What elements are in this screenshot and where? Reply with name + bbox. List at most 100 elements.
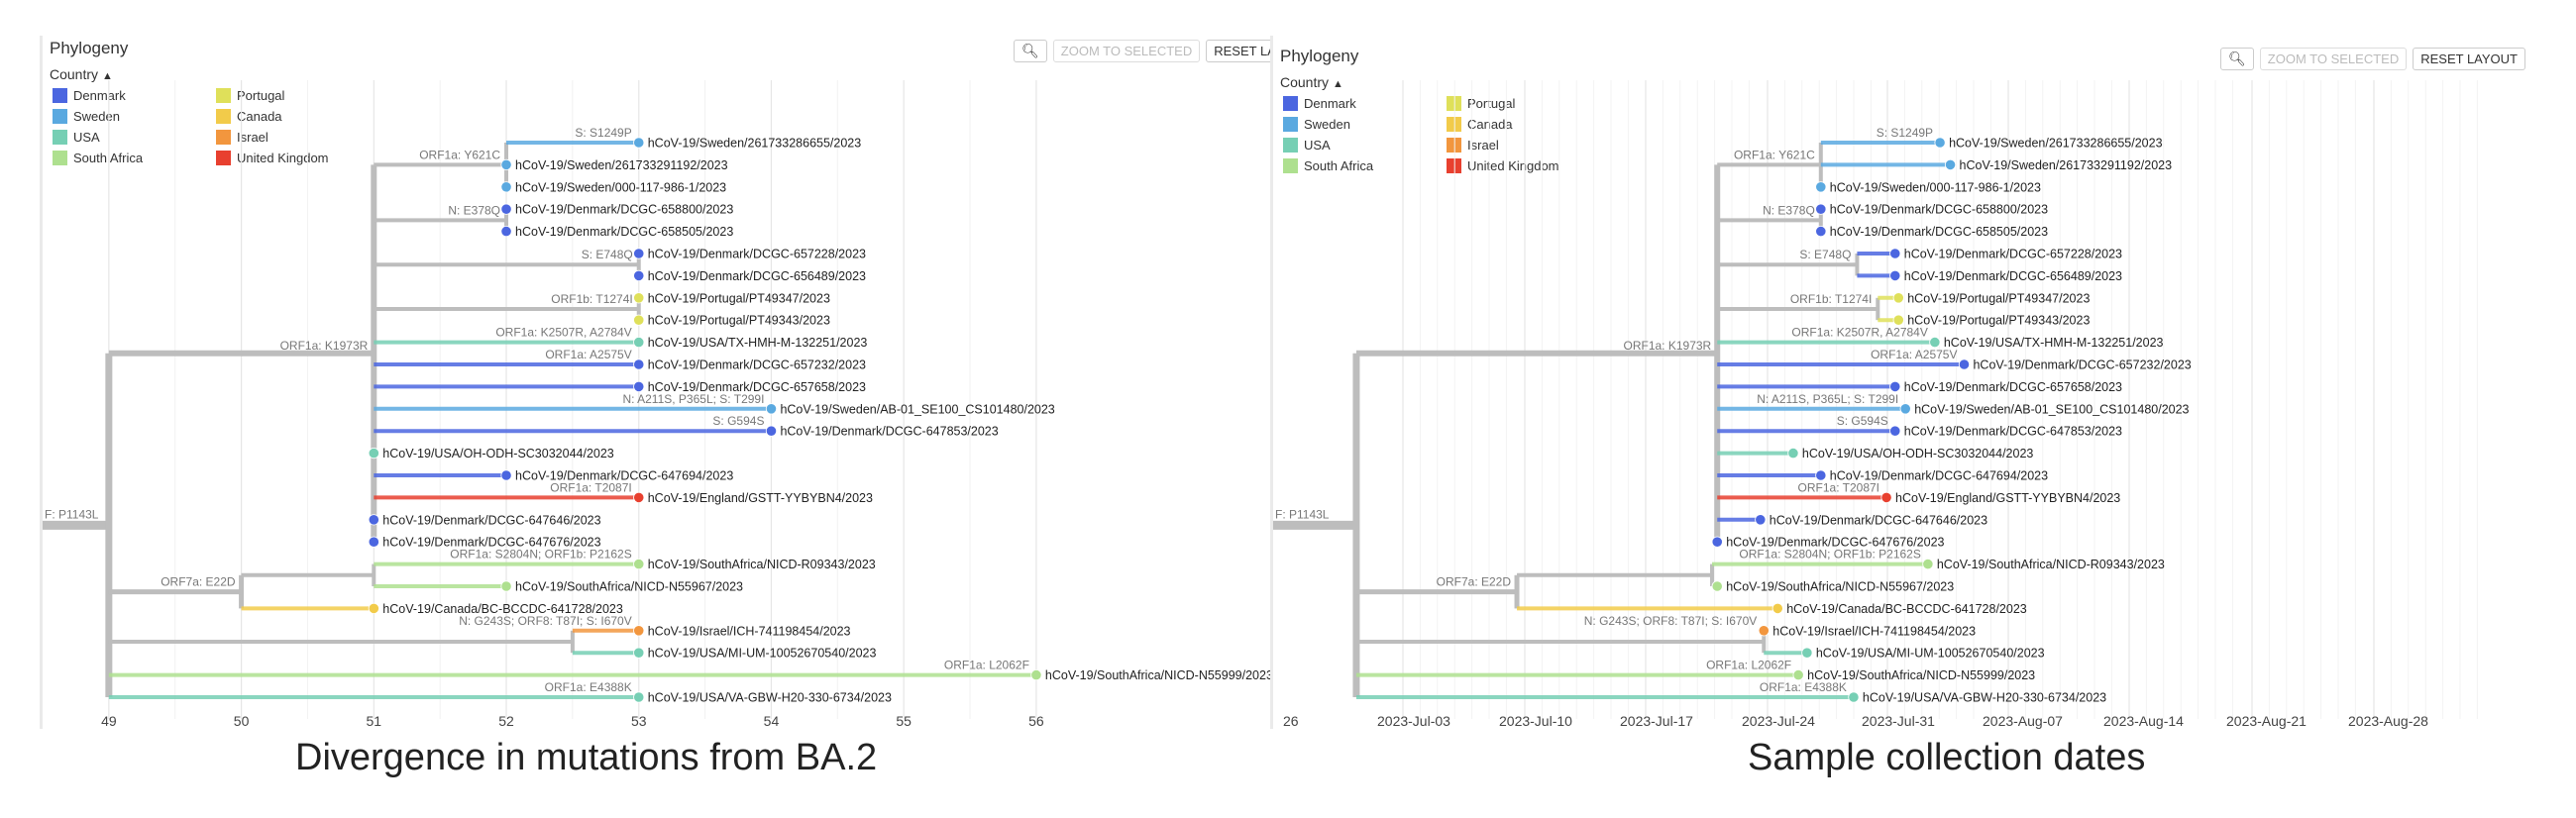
legend-item-denmark[interactable]: Denmark bbox=[53, 88, 126, 103]
legend-item-usa[interactable]: USA bbox=[1283, 138, 1331, 153]
tip-label[interactable]: hCoV-19/Denmark/DCGC-647646/2023 bbox=[1770, 513, 1987, 527]
tip-label[interactable]: hCoV-19/SouthAfrica/NICD-R09343/2023 bbox=[648, 558, 876, 571]
tip-label[interactable]: hCoV-19/Israel/ICH-741198454/2023 bbox=[648, 624, 851, 638]
tip-label[interactable]: hCoV-19/Denmark/DCGC-657658/2023 bbox=[648, 380, 866, 394]
legend-item-usa[interactable]: USA bbox=[53, 130, 100, 145]
legend-item-portugal[interactable]: Portugal bbox=[1447, 96, 1515, 111]
legend-item-united-kingdom[interactable]: United Kingdom bbox=[1447, 158, 1559, 173]
tip-node[interactable] bbox=[633, 314, 645, 326]
tip-label[interactable]: hCoV-19/SouthAfrica/NICD-N55999/2023 bbox=[1045, 668, 1273, 682]
tip-node[interactable] bbox=[500, 203, 512, 215]
tip-label[interactable]: hCoV-19/Sweden/261733291192/2023 bbox=[1960, 158, 2173, 172]
tip-node[interactable] bbox=[1801, 647, 1813, 659]
tip-label[interactable]: hCoV-19/England/GSTT-YYBYBN4/2023 bbox=[1895, 491, 2120, 505]
reset-layout-button[interactable]: RESET LAYOUT bbox=[2413, 48, 2525, 70]
tip-node[interactable] bbox=[1922, 558, 1934, 570]
tip-node[interactable] bbox=[1815, 203, 1827, 215]
tip-node[interactable] bbox=[1934, 137, 1946, 149]
tip-label[interactable]: hCoV-19/USA/OH-ODH-SC3032044/2023 bbox=[1802, 447, 2034, 460]
zoom-to-selected-button[interactable]: ZOOM TO SELECTED bbox=[1052, 40, 1201, 62]
tip-node[interactable] bbox=[1711, 580, 1723, 592]
tip-label[interactable]: hCoV-19/Denmark/DCGC-647676/2023 bbox=[382, 536, 600, 550]
tip-label[interactable]: hCoV-19/Sweden/AB-01_SE100_CS101480/2023 bbox=[1914, 402, 2189, 416]
tip-label[interactable]: hCoV-19/SouthAfrica/NICD-N55967/2023 bbox=[1726, 580, 1954, 594]
legend-item-israel[interactable]: Israel bbox=[216, 130, 268, 145]
magnifier-icon[interactable]: 🔍︎ bbox=[2220, 48, 2254, 70]
tip-node[interactable] bbox=[1880, 491, 1892, 503]
tip-label[interactable]: hCoV-19/USA/MI-UM-10052670540/2023 bbox=[1816, 647, 2045, 661]
tip-label[interactable]: hCoV-19/USA/TX-HMH-M-132251/2023 bbox=[648, 336, 868, 350]
tip-node[interactable] bbox=[500, 226, 512, 238]
tip-label[interactable]: hCoV-19/Portugal/PT49343/2023 bbox=[648, 314, 830, 328]
tip-label[interactable]: hCoV-19/Denmark/DCGC-657232/2023 bbox=[1973, 358, 2191, 372]
tip-label[interactable]: hCoV-19/Denmark/DCGC-647694/2023 bbox=[515, 469, 733, 483]
tip-label[interactable]: hCoV-19/Denmark/DCGC-656489/2023 bbox=[648, 269, 866, 283]
tip-label[interactable]: hCoV-19/England/GSTT-YYBYBN4/2023 bbox=[648, 491, 873, 505]
tip-node[interactable] bbox=[633, 380, 645, 392]
tip-label[interactable]: hCoV-19/Israel/ICH-741198454/2023 bbox=[1772, 624, 1976, 638]
tip-label[interactable]: hCoV-19/Sweden/261733286655/2023 bbox=[1949, 137, 2163, 151]
tip-node[interactable] bbox=[1929, 336, 1941, 349]
tip-node[interactable] bbox=[1889, 380, 1901, 392]
tip-label[interactable]: hCoV-19/USA/VA-GBW-H20-330-6734/2023 bbox=[1863, 691, 2106, 705]
tip-label[interactable]: hCoV-19/Denmark/DCGC-647853/2023 bbox=[1904, 425, 2122, 439]
tip-node[interactable] bbox=[633, 292, 645, 304]
tip-node[interactable] bbox=[633, 491, 645, 503]
color-by-toggle[interactable]: Country ▲ bbox=[1280, 74, 1343, 90]
legend-item-sweden[interactable]: Sweden bbox=[53, 109, 120, 124]
legend-item-canada[interactable]: Canada bbox=[1447, 117, 1513, 132]
tip-node[interactable] bbox=[368, 514, 379, 526]
tip-label[interactable]: hCoV-19/Denmark/DCGC-658505/2023 bbox=[1830, 225, 2048, 239]
tip-label[interactable]: hCoV-19/Portugal/PT49347/2023 bbox=[1907, 291, 2090, 305]
tip-label[interactable]: hCoV-19/Sweden/261733291192/2023 bbox=[515, 158, 728, 172]
legend-item-south-africa[interactable]: South Africa bbox=[1283, 158, 1373, 173]
tip-node[interactable] bbox=[1711, 536, 1723, 548]
tip-node[interactable] bbox=[633, 625, 645, 637]
magnifier-icon[interactable]: 🔍︎ bbox=[1014, 40, 1047, 62]
tip-node[interactable] bbox=[1944, 158, 1957, 170]
tip-node[interactable] bbox=[368, 602, 379, 615]
tip-label[interactable]: hCoV-19/Denmark/DCGC-657228/2023 bbox=[1904, 248, 2122, 261]
tip-node[interactable] bbox=[633, 647, 645, 659]
tip-node[interactable] bbox=[633, 358, 645, 370]
tip-label[interactable]: hCoV-19/Canada/BC-BCCDC-641728/2023 bbox=[1786, 602, 2027, 616]
tip-node[interactable] bbox=[1889, 248, 1901, 259]
legend-item-sweden[interactable]: Sweden bbox=[1283, 117, 1350, 132]
tip-label[interactable]: hCoV-19/Sweden/000-117-986-1/2023 bbox=[515, 180, 726, 194]
tip-node[interactable] bbox=[1030, 668, 1042, 681]
tip-label[interactable]: hCoV-19/Denmark/DCGC-657228/2023 bbox=[648, 248, 866, 261]
tip-node[interactable] bbox=[1755, 514, 1767, 526]
tip-node[interactable] bbox=[633, 691, 645, 703]
tip-node[interactable] bbox=[1787, 447, 1799, 460]
legend-item-south-africa[interactable]: South Africa bbox=[53, 151, 143, 165]
tip-node[interactable] bbox=[765, 425, 778, 437]
tip-node[interactable] bbox=[500, 469, 512, 481]
tip-label[interactable]: hCoV-19/Sweden/000-117-986-1/2023 bbox=[1830, 180, 2041, 194]
tip-label[interactable]: hCoV-19/Denmark/DCGC-658800/2023 bbox=[1830, 203, 2048, 217]
tip-label[interactable]: hCoV-19/SouthAfrica/NICD-R09343/2023 bbox=[1937, 558, 2165, 571]
tip-label[interactable]: hCoV-19/USA/VA-GBW-H20-330-6734/2023 bbox=[648, 691, 892, 705]
tip-node[interactable] bbox=[500, 181, 512, 193]
tip-label[interactable]: hCoV-19/Denmark/DCGC-647676/2023 bbox=[1726, 536, 1944, 550]
tip-label[interactable]: hCoV-19/USA/TX-HMH-M-132251/2023 bbox=[1944, 336, 2164, 350]
tip-node[interactable] bbox=[1889, 425, 1901, 437]
tip-node[interactable] bbox=[368, 447, 379, 460]
tip-label[interactable]: hCoV-19/Denmark/DCGC-658505/2023 bbox=[515, 225, 733, 239]
tip-node[interactable] bbox=[633, 137, 645, 149]
tip-node[interactable] bbox=[1815, 469, 1827, 481]
legend-item-united-kingdom[interactable]: United Kingdom bbox=[216, 151, 329, 165]
tip-node[interactable] bbox=[1815, 226, 1827, 238]
tip-label[interactable]: hCoV-19/USA/MI-UM-10052670540/2023 bbox=[648, 647, 877, 661]
legend-item-canada[interactable]: Canada bbox=[216, 109, 282, 124]
tip-node[interactable] bbox=[1792, 668, 1804, 681]
tip-label[interactable]: hCoV-19/Denmark/DCGC-657658/2023 bbox=[1904, 380, 2122, 394]
legend-item-portugal[interactable]: Portugal bbox=[216, 88, 284, 103]
tip-node[interactable] bbox=[500, 158, 512, 170]
tip-label[interactable]: hCoV-19/Sweden/261733286655/2023 bbox=[648, 137, 862, 151]
tip-node[interactable] bbox=[633, 558, 645, 570]
tip-node[interactable] bbox=[1958, 358, 1971, 370]
tip-label[interactable]: hCoV-19/SouthAfrica/NICD-N55967/2023 bbox=[515, 580, 743, 594]
legend-item-israel[interactable]: Israel bbox=[1447, 138, 1499, 153]
tip-label[interactable]: hCoV-19/Portugal/PT49347/2023 bbox=[648, 291, 830, 305]
tip-label[interactable]: hCoV-19/Portugal/PT49343/2023 bbox=[1907, 314, 2090, 328]
